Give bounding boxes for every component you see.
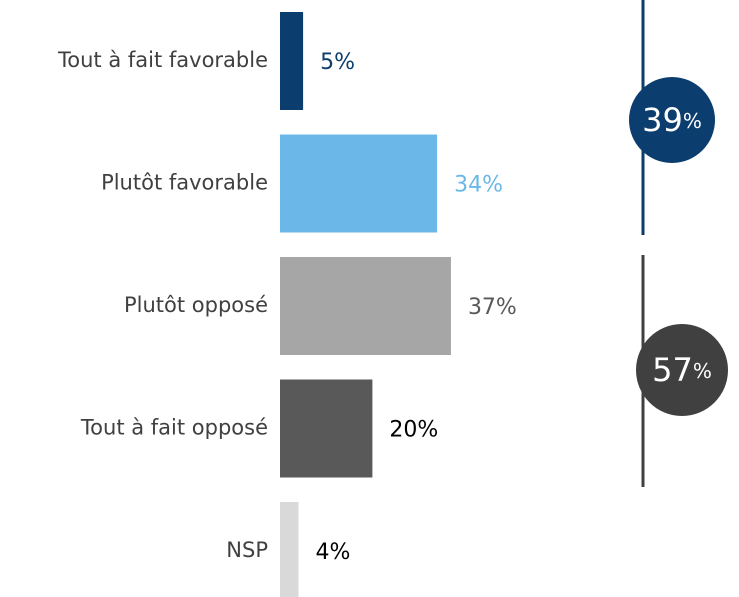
group-label: 57% <box>652 351 712 389</box>
value-label: 34% <box>454 173 503 198</box>
group-label: 39% <box>642 101 702 139</box>
bar <box>280 12 304 110</box>
group-badge <box>629 77 715 163</box>
value-label: 5% <box>320 50 355 75</box>
category-label: Tout à fait favorable <box>57 48 268 72</box>
category-label: Tout à fait opposé <box>80 416 268 440</box>
category-label: Plutôt opposé <box>124 293 268 317</box>
value-label: 4% <box>315 540 350 565</box>
category-label: NSP <box>226 538 268 562</box>
bar <box>280 134 438 233</box>
bar <box>280 379 373 478</box>
value-label: 37% <box>468 295 517 320</box>
category-label: Plutôt favorable <box>101 171 268 195</box>
bar <box>280 257 451 355</box>
value-label: 20% <box>389 418 438 443</box>
bar <box>280 502 299 597</box>
group-badge <box>636 324 728 416</box>
